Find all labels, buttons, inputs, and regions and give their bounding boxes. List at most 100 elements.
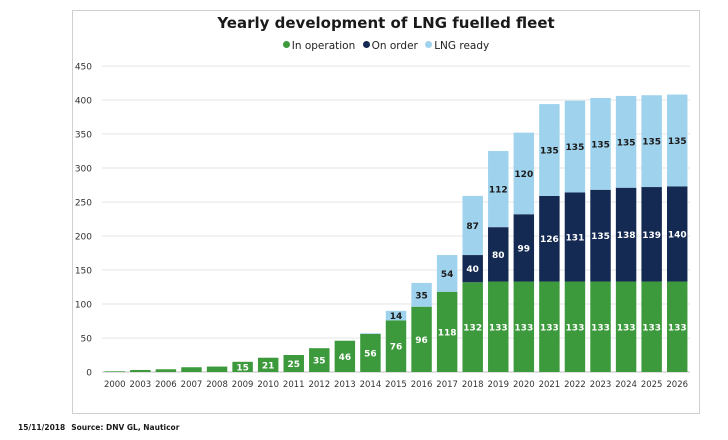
data-label: 120: [514, 170, 533, 180]
legend: In operation On order LNG ready: [72, 40, 700, 52]
x-tick-label: 2013: [334, 380, 356, 390]
x-tick-label: 2022: [564, 380, 586, 390]
y-tick-label: 200: [75, 233, 92, 243]
x-tick-label: 2006: [155, 380, 177, 390]
x-tick-label: 2008: [206, 380, 228, 390]
bar-segment: [334, 340, 356, 372]
data-label: 133: [668, 323, 687, 333]
x-tick-label: 2003: [130, 380, 152, 390]
x-tick-label: 2009: [232, 380, 254, 390]
bar-segment: [513, 132, 535, 215]
bar-segment: [666, 186, 688, 282]
data-label: 15: [236, 363, 249, 373]
bar-segment: [590, 97, 611, 190]
bar-segment: [181, 367, 202, 372]
bar-segment: [513, 214, 535, 282]
data-label: 35: [415, 291, 428, 301]
x-tick-label: 2026: [666, 380, 688, 390]
bar-segment: [564, 192, 586, 282]
footer-note: 15/11/2018 Source: DNV GL, Nauticor: [18, 423, 179, 432]
bar-segment: [385, 320, 407, 372]
data-label: 112: [489, 186, 508, 196]
data-label: 126: [540, 235, 559, 245]
bar-segment: [539, 195, 560, 282]
x-tick-label: 2012: [308, 380, 330, 390]
data-label: 135: [566, 143, 585, 153]
bar-segment: [104, 371, 126, 372]
legend-item-in-operation: In operation: [282, 40, 356, 52]
data-label: 135: [591, 232, 610, 242]
x-tick-label: 2018: [462, 380, 484, 390]
bar-segment: [411, 282, 432, 307]
bar-segment: [641, 187, 662, 282]
footer-source: Source: DNV GL, Nauticor: [71, 423, 180, 432]
y-tick-label: 250: [75, 199, 92, 209]
data-label: 135: [591, 140, 610, 150]
bar-segment: [641, 95, 662, 188]
data-label: 14: [390, 312, 403, 322]
legend-swatch-icon: [425, 41, 433, 48]
data-label: 56: [364, 349, 377, 359]
data-label: 135: [617, 138, 636, 148]
data-label: 46: [339, 353, 352, 363]
bar-segment: [666, 94, 688, 187]
bar-segment: [436, 291, 458, 372]
y-tick-label: 400: [75, 97, 92, 107]
data-label: 133: [514, 323, 533, 333]
data-label: 54: [441, 270, 454, 280]
bar-segment: [488, 281, 509, 372]
x-tick-label: 2011: [283, 380, 305, 390]
bar-segment: [462, 282, 483, 372]
x-tick-label: 2023: [590, 380, 612, 390]
data-label: 133: [591, 323, 610, 333]
data-label: 140: [668, 230, 687, 240]
bar-segment: [436, 255, 458, 292]
bar-segment: [309, 348, 330, 372]
bar-segment: [615, 95, 637, 188]
legend-item-lng-ready: LNG ready: [425, 40, 489, 52]
data-label: 25: [287, 360, 300, 370]
bar-segment: [564, 281, 586, 372]
legend-swatch-icon: [362, 41, 370, 48]
bar-segment: [257, 357, 279, 372]
bar-segment: [462, 255, 483, 283]
data-label: 80: [492, 251, 505, 261]
y-tick-label: 150: [75, 267, 92, 277]
data-label: 138: [617, 231, 636, 241]
y-tick-label: 0: [86, 369, 92, 379]
bar-segment: [411, 306, 432, 372]
data-label: 76: [390, 343, 403, 353]
x-tick-label: 2010: [257, 380, 279, 390]
bar-segment: [615, 281, 637, 372]
bar-segment: [666, 281, 688, 372]
data-label: 132: [463, 324, 482, 334]
data-label: 96: [415, 336, 428, 346]
x-tick-label: 2019: [487, 380, 509, 390]
y-tick-label: 300: [75, 165, 92, 175]
y-tick-label: 100: [75, 301, 92, 311]
y-tick-label: 450: [75, 63, 92, 73]
bar-segment: [283, 355, 304, 372]
data-label: 99: [518, 244, 531, 254]
bar-segment: [206, 366, 228, 372]
data-label: 40: [466, 265, 479, 275]
data-label: 133: [642, 323, 661, 333]
bar-segment: [232, 361, 253, 372]
legend-item-on-order: On order: [362, 40, 418, 52]
x-tick-label: 2021: [539, 380, 561, 390]
legend-label: On order: [371, 40, 418, 52]
legend-label: In operation: [291, 40, 356, 52]
bar-segment: [360, 333, 381, 334]
data-label: 133: [566, 323, 585, 333]
footer-date: 15/11/2018: [18, 423, 66, 432]
x-tick-label: 2007: [181, 380, 203, 390]
x-tick-label: 2024: [615, 380, 637, 390]
x-tick-label: 2025: [641, 380, 663, 390]
bar-segment: [385, 310, 407, 321]
data-label: 87: [466, 222, 479, 232]
chart-frame: [72, 10, 700, 414]
legend-swatch-icon: [282, 41, 290, 48]
bar-segment: [615, 187, 637, 282]
bar-segment: [564, 100, 586, 193]
x-tick-label: 2016: [411, 380, 433, 390]
